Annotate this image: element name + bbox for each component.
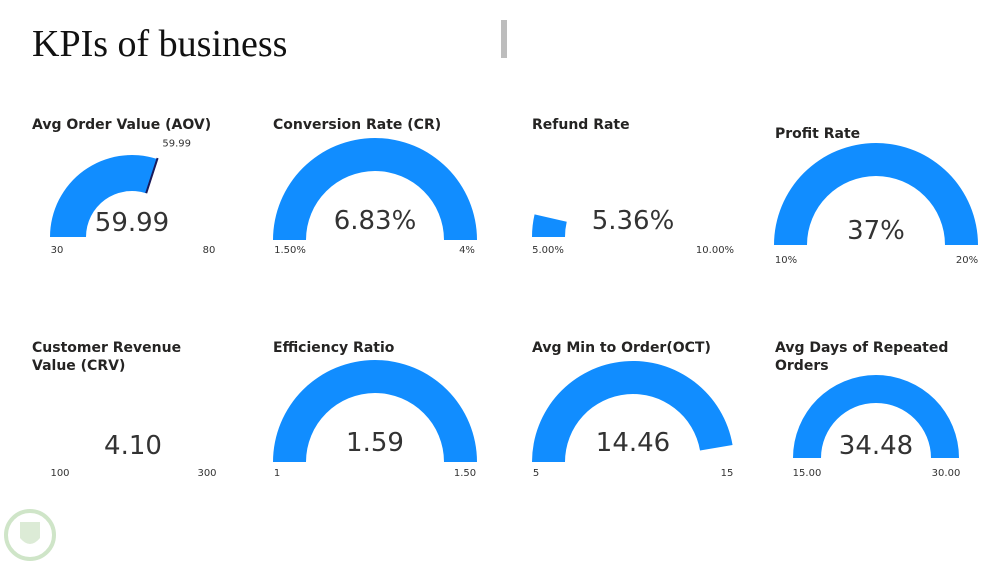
range-label: 4% [459,245,475,256]
gauge-value: 59.99 [95,208,169,238]
gauge-value: 37% [847,216,905,246]
gauge-arc [793,375,959,458]
gauge-arc [532,214,567,237]
logo [4,509,56,561]
gauge-arc [532,361,733,462]
gauge-title: Profit Rate [775,126,861,142]
range-label: 20% [956,255,978,266]
range-label: 100 [50,468,69,479]
page-title: KPIs of business [32,23,288,65]
range-label: 1.50 [454,468,476,479]
range-label: 30.00 [932,468,961,479]
gauge-title: Efficiency Ratio [273,340,395,356]
gauge-arc [273,138,477,240]
gauge-value: 34.48 [839,431,913,461]
range-label: 15 [721,468,734,479]
gauge-title: Avg Order Value (AOV) [32,117,212,133]
target-marker [145,157,159,194]
range-label: 5 [533,468,539,479]
logo-shield [20,522,40,544]
gauge-title: Avg Days of Repeated Orders [775,340,949,374]
separator [501,20,507,58]
range-label: 5.00% [532,245,564,256]
gauge-title: Refund Rate [532,117,630,133]
gauge-title: Customer Revenue Value (CRV) [32,340,182,374]
gauge-arc [50,155,158,237]
range-label: 15.00 [793,468,822,479]
gauge-value: 5.36% [592,206,675,236]
range-label: 10% [775,255,797,266]
range-label: 300 [197,468,216,479]
gauge-title: Conversion Rate (CR) [273,117,442,133]
gauge-value: 4.10 [104,431,162,461]
gauge-value: 1.59 [346,428,404,458]
range-label: 1 [274,468,280,479]
range-label: 1.50% [274,245,306,256]
gauge-arc [774,143,978,245]
range-label: 80 [203,245,216,256]
range-label: 10.00% [696,245,734,256]
gauge-title: Avg Min to Order(OCT) [532,340,711,356]
gauge-value: 6.83% [334,206,417,236]
gauge-value: 14.46 [596,428,670,458]
target-label: 59.99 [162,138,191,149]
range-label: 30 [51,245,64,256]
gauge-arc [273,360,477,462]
